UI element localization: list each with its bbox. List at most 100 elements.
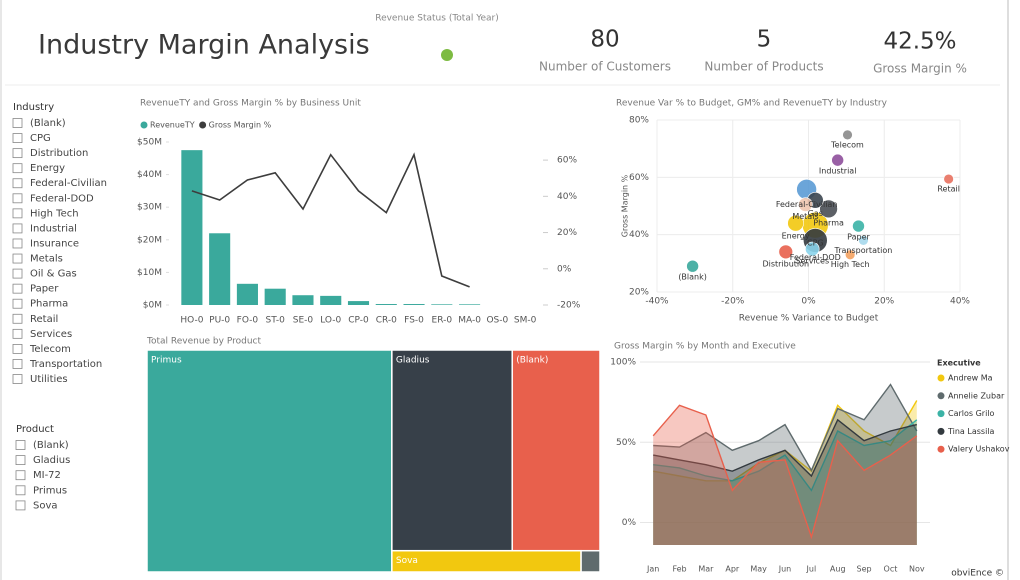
slicer-item[interactable]: Federal-DOD <box>30 193 94 204</box>
legend-marker <box>140 121 148 129</box>
checkbox[interactable] <box>12 283 23 294</box>
treemap-tile <box>580 549 601 573</box>
bubble-label: Industrial <box>819 167 857 176</box>
slicer-item[interactable]: (Blank) <box>30 118 66 129</box>
checkbox[interactable] <box>12 268 23 279</box>
slicer-item[interactable]: Pharma <box>30 299 68 310</box>
bubble-label: Energy <box>782 232 810 241</box>
treemap-tile <box>391 549 582 573</box>
y2-tick-label: 0% <box>557 264 572 274</box>
checkbox[interactable] <box>12 253 23 264</box>
legend-marker <box>937 410 945 418</box>
y-tick-label: $30M <box>137 203 162 213</box>
legend-label: Annelie Zubar <box>948 391 1005 400</box>
slicer-item[interactable]: Federal-Civilian <box>30 178 107 189</box>
bubble <box>943 173 954 185</box>
bubble <box>787 214 804 232</box>
checkbox[interactable] <box>12 148 23 159</box>
slicer-item[interactable]: Industrial <box>30 223 77 234</box>
bubble-label: CPG <box>807 239 824 248</box>
y-tick-label: $40M <box>137 170 162 180</box>
slicer-item[interactable]: CPG <box>30 133 51 144</box>
slicer-item[interactable]: Metals <box>30 254 63 265</box>
y-tick-label: 0% <box>622 518 637 528</box>
bubble <box>852 219 865 233</box>
slicer-item[interactable]: High Tech <box>30 208 79 219</box>
status-indicator <box>441 49 453 61</box>
slicer-item[interactable]: Insurance <box>30 238 79 249</box>
checkbox[interactable] <box>12 238 23 249</box>
slicer-item[interactable]: Paper <box>30 284 59 295</box>
slicer-item[interactable]: Sova <box>33 500 58 511</box>
kpi-label: Number of Products <box>704 60 823 74</box>
checkbox[interactable] <box>12 193 23 204</box>
area-fill <box>653 384 917 545</box>
x-tick-label: Oct <box>884 565 898 574</box>
bar <box>264 288 286 305</box>
x-tick-label: FS-0 <box>404 316 424 326</box>
x-tick-label: Jun <box>778 565 792 574</box>
checkbox[interactable] <box>12 178 23 189</box>
area-line <box>652 404 918 540</box>
slicer-item[interactable]: Primus <box>33 485 67 496</box>
slicer-item[interactable]: Telecom <box>29 344 71 355</box>
checkbox[interactable] <box>15 440 26 450</box>
slicer-item[interactable]: Oil & Gas <box>30 269 77 280</box>
checkbox[interactable] <box>12 223 23 234</box>
slicer-title: Product <box>16 424 54 435</box>
y-tick-label: 40% <box>629 230 649 240</box>
checkbox[interactable] <box>15 470 26 481</box>
bar <box>181 150 203 305</box>
legend-label: RevenueTY <box>150 121 195 130</box>
checkbox[interactable] <box>12 359 23 369</box>
slicer-item[interactable]: Energy <box>30 163 65 174</box>
bubble-label: Gas <box>808 209 823 218</box>
checkbox[interactable] <box>15 455 26 466</box>
checkbox[interactable] <box>12 343 23 354</box>
kpi-value: 42.5% <box>883 29 956 55</box>
checkbox[interactable] <box>12 133 23 143</box>
checkbox[interactable] <box>15 485 26 496</box>
checkbox[interactable] <box>12 208 23 219</box>
checkbox[interactable] <box>12 328 23 339</box>
bubble-label: (Blank) <box>678 273 707 282</box>
slicer-item[interactable]: Gladius <box>33 455 70 466</box>
bar <box>292 295 314 305</box>
y-tick-label: 100% <box>610 358 636 368</box>
slicer-item[interactable]: Distribution <box>30 148 88 159</box>
checkbox[interactable] <box>12 374 23 384</box>
bubble <box>844 249 856 260</box>
x-tick-label: PU-0 <box>209 316 230 326</box>
slicer-item[interactable]: Retail <box>30 314 58 325</box>
kpi-label: Number of Customers <box>539 60 671 74</box>
slicer-item[interactable]: Utilities <box>30 374 68 385</box>
legend-title: Executive <box>937 359 981 368</box>
bubble-label: Pharma <box>813 218 844 227</box>
checkbox[interactable] <box>12 313 23 324</box>
x-tick-label: Jul <box>806 565 817 574</box>
slicer-item[interactable]: (Blank) <box>33 440 69 451</box>
bubble-label: Telecom <box>830 140 864 149</box>
legend-label: Andrew Ma <box>948 374 993 383</box>
area-fill <box>653 419 917 545</box>
x-tick-label: ER-0 <box>432 316 453 326</box>
x-tick-label: HO-0 <box>180 316 203 326</box>
y-tick-label: $20M <box>137 235 162 245</box>
checkbox[interactable] <box>12 298 23 309</box>
slicer-item[interactable]: Services <box>30 329 72 340</box>
x-tick-label: May <box>750 565 767 574</box>
x-tick-label: Nov <box>909 565 925 574</box>
checkbox[interactable] <box>12 163 23 174</box>
chart-title: RevenueTY and Gross Margin % by Business… <box>140 99 361 109</box>
bubble-label: Federal-DOD <box>790 253 841 262</box>
checkbox[interactable] <box>12 118 23 128</box>
slicer-item[interactable]: Transportation <box>29 359 102 370</box>
y2-tick-label: 60% <box>557 156 577 166</box>
y-tick-label: 80% <box>629 116 649 126</box>
x-tick-label: 40% <box>950 297 970 307</box>
legend-label: Carlos Grilo <box>948 409 995 418</box>
legend-marker <box>937 445 945 453</box>
slicer-item[interactable]: MI-72 <box>33 470 61 481</box>
checkbox[interactable] <box>15 500 26 511</box>
kpi-label: Gross Margin % <box>873 62 967 76</box>
